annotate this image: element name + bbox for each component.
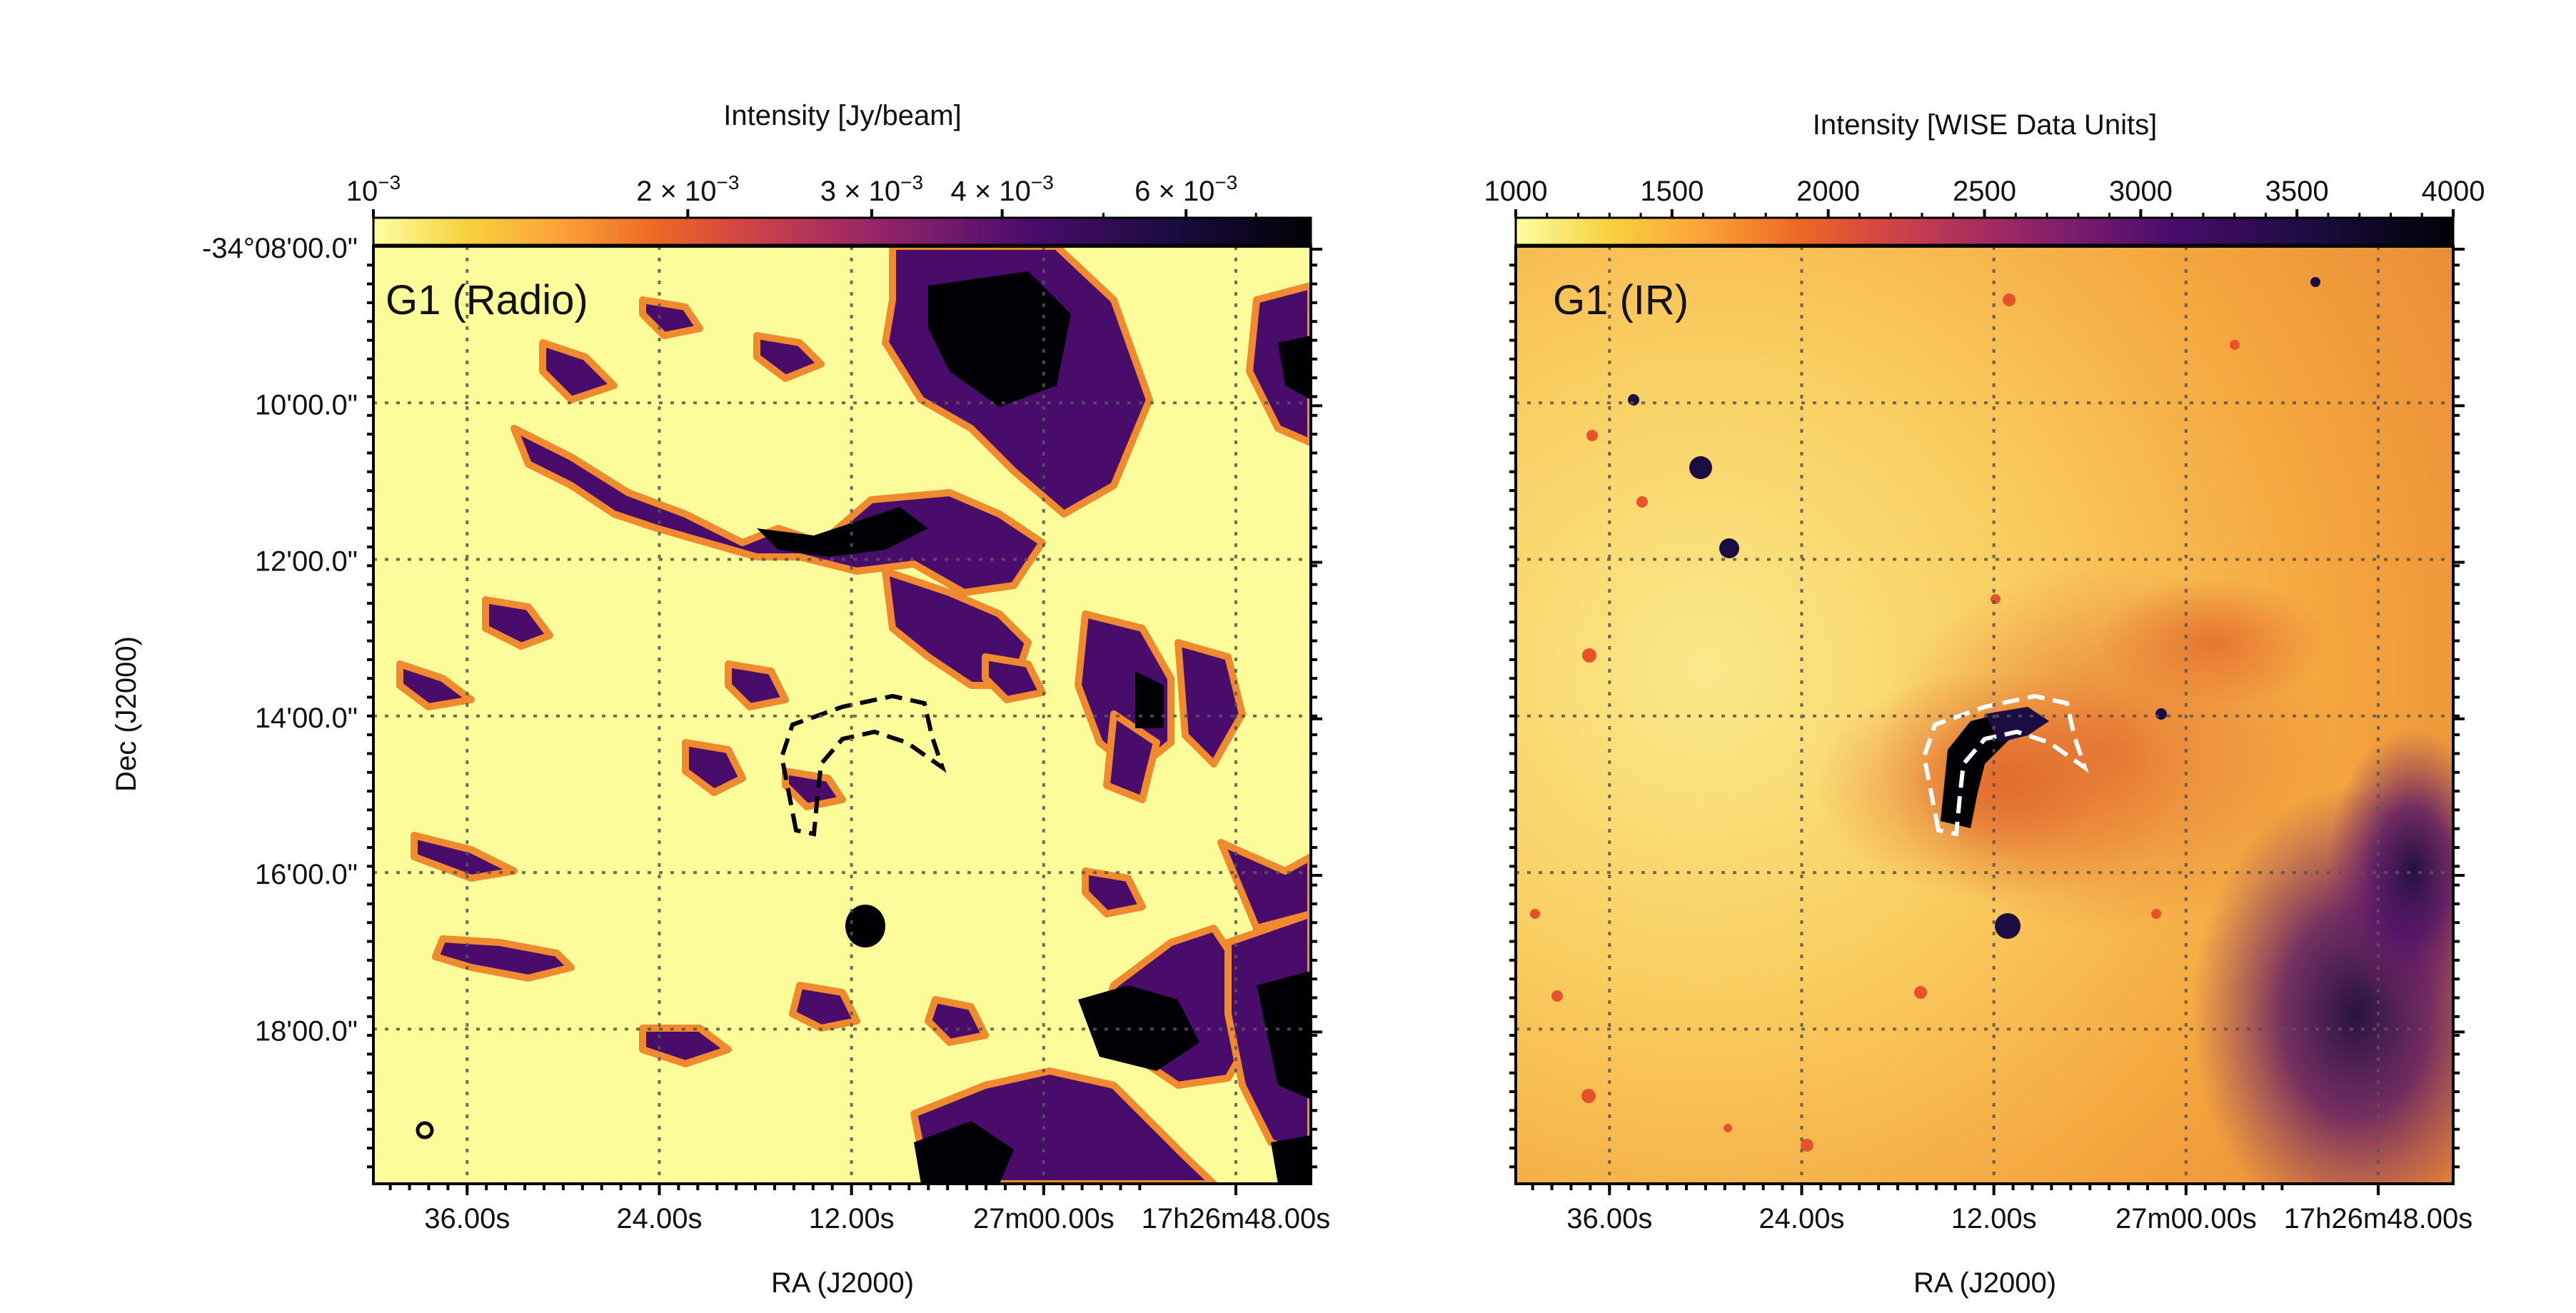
radio-colorbar-gradient bbox=[372, 216, 1312, 246]
colorbar-tick-label: 3500 bbox=[2265, 176, 2329, 207]
radio-colorbar-ticks: 10−3 2 × 10−3 3 × 10−3 4 × 10−3 6 × 10−3 bbox=[346, 171, 1257, 218]
y-tick-label: 12'00.0" bbox=[255, 546, 358, 578]
radio-colorbar-label: Intensity [Jy/beam] bbox=[723, 100, 961, 131]
ir-ticks bbox=[1509, 248, 2465, 1195]
colorbar-tick-label: 3000 bbox=[2109, 176, 2173, 207]
radio-y-tick-labels: -34°08'00.0" 10'00.0" 12'00.0" 14'00.0" 16'0… bbox=[202, 233, 358, 1047]
radio-ticks bbox=[367, 248, 1322, 1195]
ir-panel: G1 (IR) RA (J2000) 36.00s 24.00s 12.00s 27m… bbox=[1484, 109, 2485, 1299]
colorbar-tick-label: 1000 bbox=[1484, 176, 1548, 207]
colorbar-tick-label: 4000 bbox=[2422, 176, 2485, 207]
y-tick-label: -34°08'00.0" bbox=[202, 233, 358, 264]
ir-x-tick-labels: 36.00s 24.00s 12.00s 27m00.00s 17h26m48.00s bbox=[1566, 1203, 2472, 1234]
x-tick-label: 17h26m48.00s bbox=[1142, 1203, 1331, 1234]
x-tick-label: 36.00s bbox=[1566, 1203, 1652, 1234]
colorbar-tick-label: 2000 bbox=[1796, 176, 1860, 207]
radio-x-tick-labels: 36.00s 24.00s 12.00s 27m00.00s 17h26m48.00s bbox=[424, 1203, 1330, 1234]
colorbar-tick-label: 3 × 10−3 bbox=[820, 171, 923, 207]
radio-x-axis-label: RA (J2000) bbox=[771, 1267, 914, 1299]
x-tick-label: 36.00s bbox=[424, 1203, 510, 1234]
colorbar-tick-label: 10−3 bbox=[346, 171, 401, 207]
y-tick-label: 18'00.0" bbox=[255, 1015, 358, 1047]
radio-grid bbox=[373, 246, 1311, 1184]
colorbar-tick-label: 1500 bbox=[1640, 176, 1704, 207]
ir-region-outline bbox=[1921, 693, 2089, 837]
radio-y-axis-label: Dec (J2000) bbox=[111, 636, 142, 792]
radio-colorbar: Intensity [Jy/beam] 10−3 2 × 10−3 3 × 10−3… bbox=[346, 100, 1312, 246]
x-tick-label: 12.00s bbox=[809, 1203, 895, 1234]
colorbar-tick-label: 6 × 10−3 bbox=[1134, 171, 1237, 207]
x-tick-label: 24.00s bbox=[616, 1203, 702, 1234]
x-tick-label: 12.00s bbox=[1951, 1203, 2037, 1234]
ir-intensity-map bbox=[1516, 246, 2453, 1184]
ir-grid bbox=[1516, 246, 2453, 1184]
y-tick-label: 10'00.0" bbox=[255, 389, 358, 421]
x-tick-label: 27m00.00s bbox=[2115, 1203, 2257, 1234]
x-tick-label: 24.00s bbox=[1759, 1203, 1844, 1234]
colorbar-tick-label: 2500 bbox=[1953, 176, 2016, 207]
x-tick-label: 17h26m48.00s bbox=[2284, 1203, 2473, 1234]
colorbar-tick-label: 2 × 10−3 bbox=[636, 171, 739, 207]
beam-marker bbox=[416, 1121, 434, 1140]
ir-colorbar-gradient bbox=[1514, 216, 2455, 246]
ir-x-axis-label: RA (J2000) bbox=[1913, 1267, 2056, 1299]
radio-panel: G1 (Radio) RA (J2000) Dec (J2000) 36.00s… bbox=[111, 100, 1330, 1299]
radio-panel-title: G1 (Radio) bbox=[386, 277, 588, 323]
y-tick-label: 14'00.0" bbox=[255, 703, 358, 734]
radio-region-outline bbox=[779, 693, 947, 837]
x-tick-label: 27m00.00s bbox=[973, 1203, 1115, 1234]
colorbar-tick-label: 4 × 10−3 bbox=[951, 171, 1054, 207]
ir-colorbar: Intensity [WISE Data Units] 1000 1500 2000… bbox=[1484, 109, 2485, 246]
ir-colorbar-label: Intensity [WISE Data Units] bbox=[1813, 109, 2157, 141]
y-tick-label: 16'00.0" bbox=[255, 859, 358, 890]
ir-colorbar-ticks: 1000 1500 2000 2500 3000 3500 4000 bbox=[1484, 176, 2485, 218]
ir-panel-title: G1 (IR) bbox=[1553, 277, 1689, 323]
